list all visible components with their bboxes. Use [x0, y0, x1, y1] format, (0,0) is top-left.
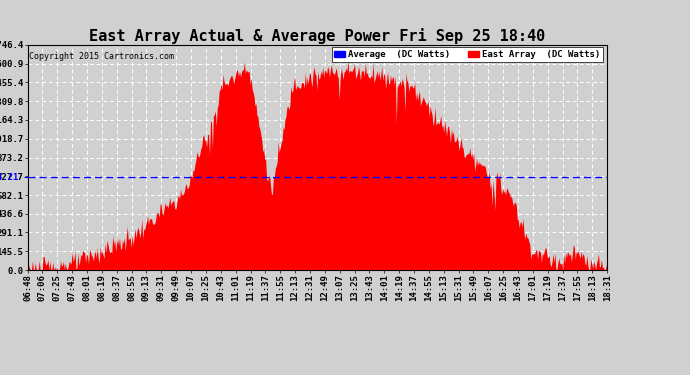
Legend: Average  (DC Watts), East Array  (DC Watts): Average (DC Watts), East Array (DC Watts… — [332, 47, 602, 62]
Title: East Array Actual & Average Power Fri Sep 25 18:40: East Array Actual & Average Power Fri Se… — [89, 28, 546, 44]
Text: Copyright 2015 Cartronics.com: Copyright 2015 Cartronics.com — [29, 52, 174, 61]
